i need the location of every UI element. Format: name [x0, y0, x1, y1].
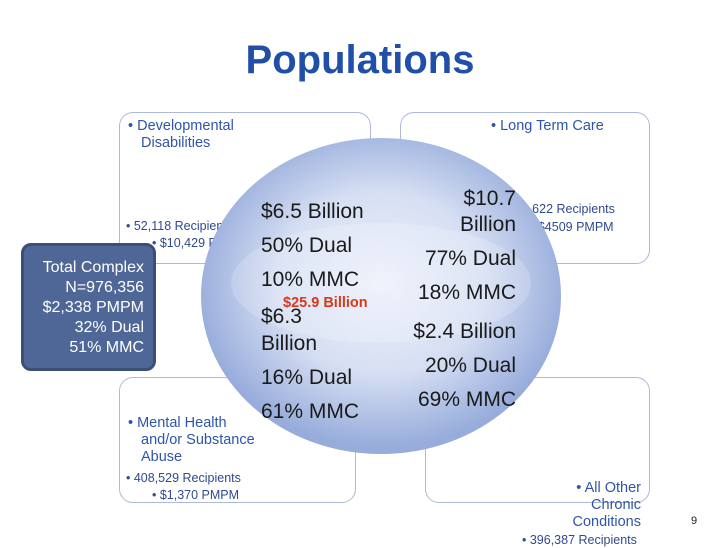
callout-line3: $2,338 PMPM [42, 299, 144, 316]
mental-health-pmpm: • $1,370 PMPM [152, 488, 240, 502]
callout-line5: 51% MMC [69, 339, 144, 356]
dd-mmc: 10% MMC [261, 268, 360, 291]
label-developmental-line1: • Developmental [128, 118, 234, 134]
mh-mmc: 61% MMC [261, 400, 360, 423]
oc-spend: $2.4 Billion [413, 320, 516, 343]
label-long-term-care: • Long Term Care [491, 118, 604, 134]
circle-highlight [231, 223, 531, 343]
oc-mmc: 69% MMC [417, 388, 516, 411]
label-other-chronic-line1: • All Other [576, 480, 641, 496]
callout-line4: 32% Dual [74, 319, 144, 336]
mh-dual: 16% Dual [261, 366, 353, 389]
ltc-dual: 77% Dual [424, 247, 516, 270]
label-mental-health-line3: Abuse [141, 449, 183, 465]
other-chronic-recipients: • 396,387 Recipients [522, 533, 637, 547]
page-number: 9 [691, 515, 698, 527]
center-total: $25.9 Billion [283, 295, 368, 311]
total-complex-callout: Total Complex N=976,356 $2,338 PMPM 32% … [21, 243, 156, 371]
mh-spend-line1: $6.3 [261, 305, 302, 328]
dd-spend: $6.5 Billion [261, 200, 364, 223]
oc-dual: 20% Dual [424, 354, 516, 377]
label-mental-health-line2: and/or Substance [141, 432, 255, 448]
developmental-recipients: • 52,118 Recipients [126, 219, 233, 233]
callout-line1: Total Complex [42, 259, 144, 276]
central-circle [201, 138, 561, 454]
ltc-spend-line2: Billion [459, 213, 516, 236]
long-term-care-pmpm: • $4509 PMPM [530, 220, 614, 234]
label-developmental-line2: Disabilities [141, 135, 211, 151]
dd-dual: 50% Dual [261, 234, 353, 257]
label-other-chronic-line3: Conditions [572, 514, 641, 530]
callout-line2: N=976,356 [65, 279, 144, 296]
circle-shape [201, 138, 561, 454]
label-other-chronic-line2: Chronic [591, 497, 641, 513]
mh-spend-line2: Billion [261, 332, 318, 355]
label-mental-health-line1: • Mental Health [128, 415, 227, 431]
ltc-mmc: 18% MMC [417, 281, 516, 304]
slide-title: Populations [245, 38, 475, 82]
mental-health-recipients: • 408,529 Recipients [126, 471, 241, 485]
ltc-spend-line1: $10.7 [463, 187, 516, 210]
